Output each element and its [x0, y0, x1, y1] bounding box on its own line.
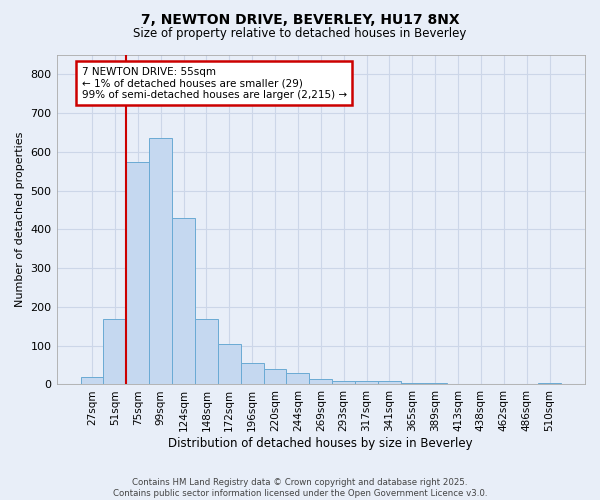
- Bar: [149, 138, 172, 384]
- Bar: [127, 162, 149, 384]
- Bar: [286, 373, 310, 384]
- Text: Size of property relative to detached houses in Beverley: Size of property relative to detached ho…: [133, 28, 467, 40]
- Bar: [310, 378, 332, 384]
- Bar: [263, 369, 286, 384]
- Bar: [332, 380, 355, 384]
- Bar: [538, 382, 561, 384]
- Bar: [103, 318, 127, 384]
- Bar: [355, 380, 378, 384]
- Bar: [401, 382, 424, 384]
- X-axis label: Distribution of detached houses by size in Beverley: Distribution of detached houses by size …: [169, 437, 473, 450]
- Bar: [241, 363, 263, 384]
- Bar: [195, 318, 218, 384]
- Text: 7, NEWTON DRIVE, BEVERLEY, HU17 8NX: 7, NEWTON DRIVE, BEVERLEY, HU17 8NX: [140, 12, 460, 26]
- Bar: [218, 344, 241, 385]
- Y-axis label: Number of detached properties: Number of detached properties: [15, 132, 25, 308]
- Bar: [172, 218, 195, 384]
- Bar: [378, 382, 401, 384]
- Text: Contains HM Land Registry data © Crown copyright and database right 2025.
Contai: Contains HM Land Registry data © Crown c…: [113, 478, 487, 498]
- Bar: [80, 376, 103, 384]
- Text: 7 NEWTON DRIVE: 55sqm
← 1% of detached houses are smaller (29)
99% of semi-detac: 7 NEWTON DRIVE: 55sqm ← 1% of detached h…: [82, 66, 347, 100]
